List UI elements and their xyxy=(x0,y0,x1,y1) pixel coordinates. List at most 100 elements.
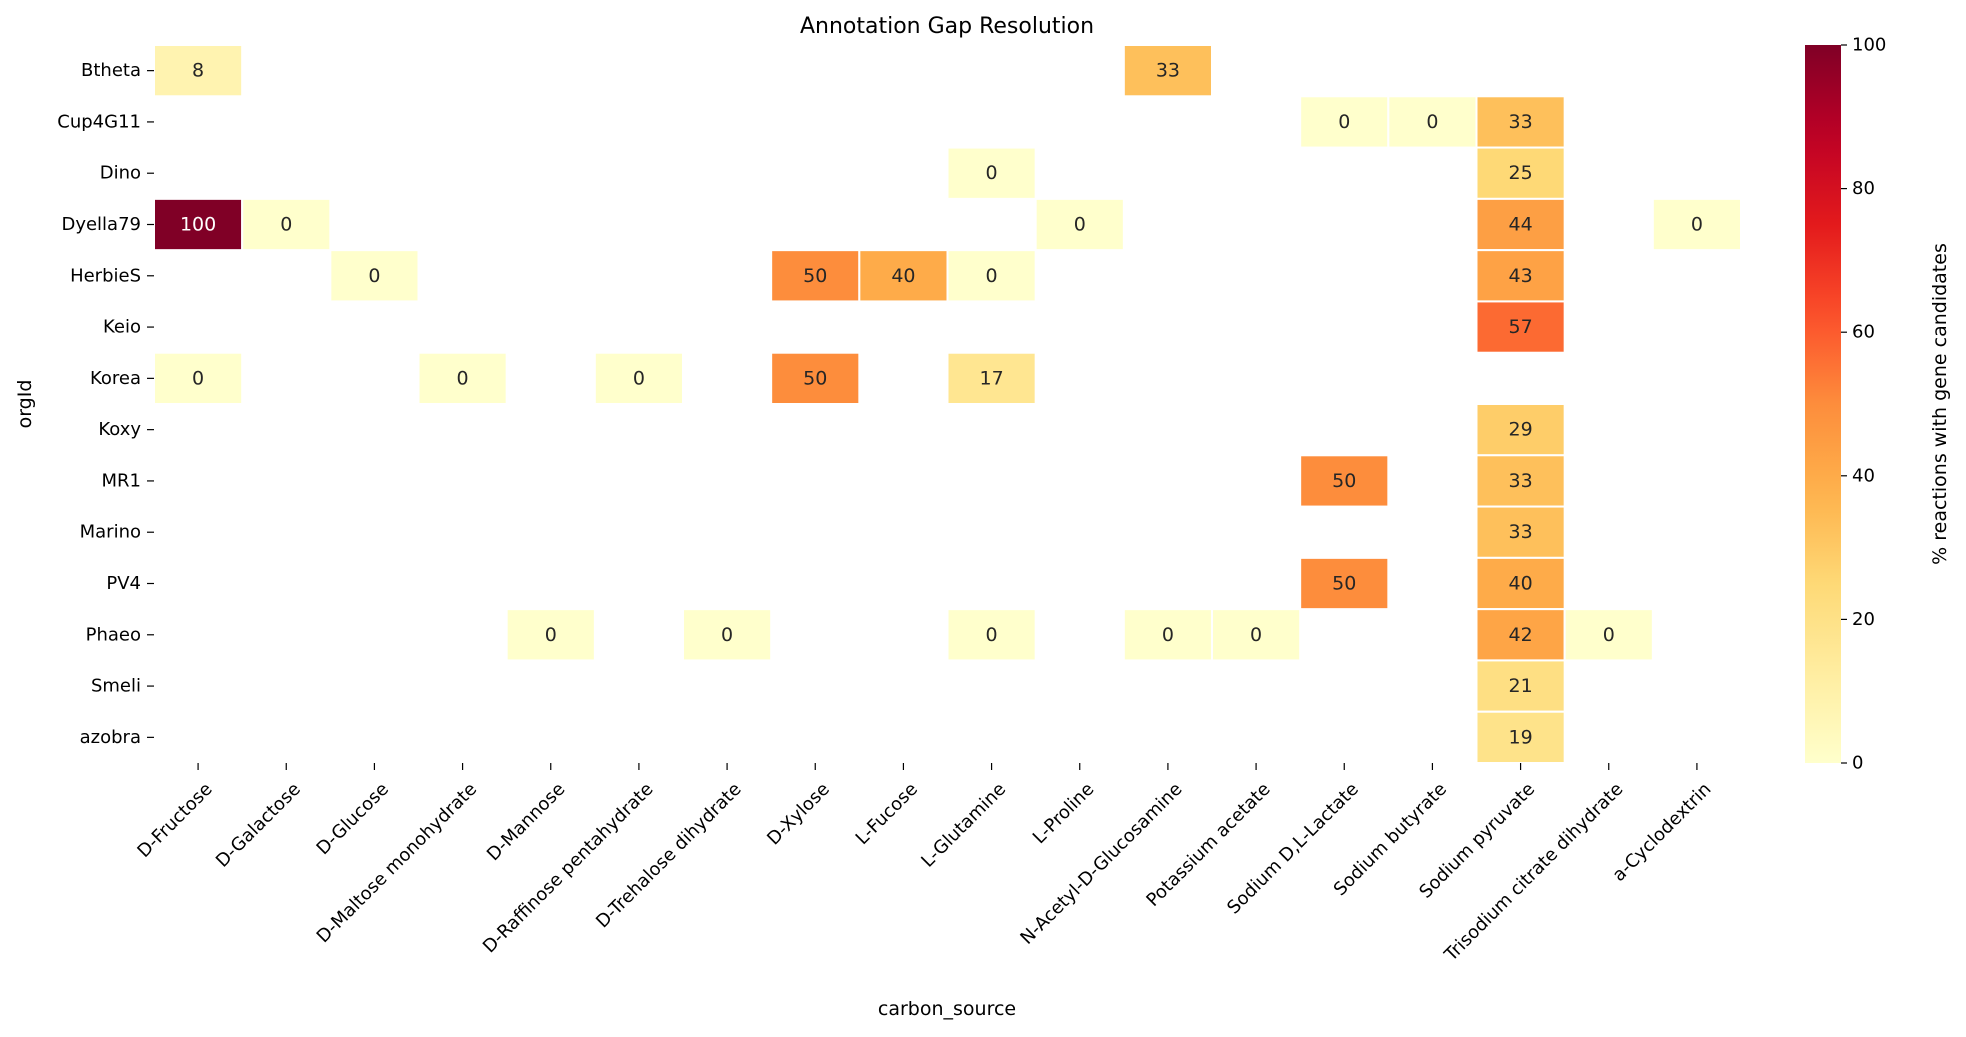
cell-value-label: 33 xyxy=(1508,521,1532,543)
cell-value-label: 19 xyxy=(1508,726,1532,748)
cell-value-label: 0 xyxy=(1338,111,1350,133)
cell-value-label: 40 xyxy=(891,265,915,287)
cell-value-label: 21 xyxy=(1508,675,1532,697)
cell-value-label: 0 xyxy=(986,624,998,646)
y-tick-label: Koxy xyxy=(98,419,141,440)
cell-value-label: 0 xyxy=(192,367,204,389)
y-tick-label: Marino xyxy=(80,522,141,543)
y-tick-label: Phaeo xyxy=(86,624,141,645)
colorbar-tick-label: 60 xyxy=(1852,322,1875,343)
cell-value-label: 43 xyxy=(1508,265,1532,287)
colorbar-tick-label: 80 xyxy=(1852,178,1875,199)
heatmap-cell xyxy=(505,608,596,662)
heatmap-cell xyxy=(1475,454,1566,508)
cell-value-label: 0 xyxy=(280,214,292,236)
heatmap-cell xyxy=(417,351,508,406)
x-tick-label: D-Raffinose pentahydrate xyxy=(479,779,658,958)
cell-value-label: 42 xyxy=(1508,624,1532,646)
cell-value-label: 33 xyxy=(1156,60,1180,82)
cell-value-label: 0 xyxy=(986,265,998,287)
cell-value-label: 0 xyxy=(633,367,645,389)
cell-value-label: 44 xyxy=(1508,214,1532,236)
chart-title: Annotation Gap Resolution xyxy=(800,14,1094,39)
heatmap-cell xyxy=(946,351,1037,406)
heatmap-cell xyxy=(1563,608,1654,662)
x-tick-label: D-Mannose xyxy=(483,779,569,865)
x-tick-label: L-Fucose xyxy=(852,779,922,849)
x-tick-label: Trisodium citrate dihydrate xyxy=(1440,779,1627,966)
cell-value-label: 0 xyxy=(721,624,733,646)
cell-value-label: 29 xyxy=(1508,419,1532,441)
heatmap-cell xyxy=(329,249,420,303)
x-tick-label: L-Glutamine xyxy=(917,779,1010,872)
heatmap-cell xyxy=(1475,505,1566,559)
cell-value-label: 0 xyxy=(1691,214,1703,236)
heatmap-cell xyxy=(1475,659,1566,713)
heatmap-cell xyxy=(1475,197,1566,252)
cell-value-label: 0 xyxy=(368,265,380,287)
cell-value-label: 57 xyxy=(1508,316,1532,338)
colorbar-tick-label: 100 xyxy=(1852,35,1886,56)
cell-value-label: 0 xyxy=(545,624,557,646)
cell-value-label: 50 xyxy=(1332,470,1356,492)
y-tick-label: Cup4G11 xyxy=(57,111,141,132)
colorbar-tick-label: 40 xyxy=(1852,465,1875,486)
y-axis-ticks: Btheta Cup4G11 Dino Dyella79 HerbieS Keio Kore… xyxy=(57,60,154,748)
heatmap-cell xyxy=(770,351,861,406)
y-tick-label: Dino xyxy=(100,163,141,184)
cell-value-label: 8 xyxy=(192,60,204,82)
colorbar-tick-label: 0 xyxy=(1852,753,1863,774)
heatmap-cell xyxy=(1299,95,1390,149)
cell-value-label: 50 xyxy=(803,265,827,287)
cell-value-label: 0 xyxy=(1250,624,1262,646)
cell-value-label: 0 xyxy=(1074,214,1086,236)
y-tick-label: PV4 xyxy=(106,573,141,594)
colorbar-tick-label: 20 xyxy=(1852,609,1875,630)
colorbar-ticks: 0 20 40 60 80 100 xyxy=(1841,35,1886,774)
heatmap-cell xyxy=(1475,556,1566,611)
x-tick-label: D-Xylose xyxy=(763,779,834,850)
x-tick-label: D-Maltose monohydrate xyxy=(313,779,481,947)
cell-value-label: 50 xyxy=(1332,573,1356,595)
cell-value-label: 0 xyxy=(1426,111,1438,133)
colorbar-label: % reactions with gene candidates xyxy=(1929,243,1951,565)
colorbar xyxy=(1805,45,1841,763)
y-tick-label: Keio xyxy=(103,317,141,338)
heatmap-cell xyxy=(153,351,244,406)
cell-value-label: 50 xyxy=(803,367,827,389)
cell-value-label: 0 xyxy=(986,162,998,184)
y-tick-label: Dyella79 xyxy=(61,214,141,235)
heatmap-cell xyxy=(1299,556,1390,611)
x-tick-label: D-Fructose xyxy=(133,779,216,862)
y-tick-label: Korea xyxy=(90,368,141,389)
y-tick-label: azobra xyxy=(80,727,141,748)
y-tick-label: Btheta xyxy=(81,60,141,81)
cell-value-label: 33 xyxy=(1508,111,1532,133)
heatmap-cell xyxy=(770,249,861,303)
x-tick-label: D-Glucose xyxy=(313,779,393,859)
heatmap-cell xyxy=(1122,44,1214,98)
cell-value-label: 25 xyxy=(1508,162,1532,184)
heatmap-cells: 8 33 0 0 33 0 25 100 0 0 44 0 0 50 40 0 43 57 0 0 0 50 17 29 50 3… xyxy=(153,44,1743,765)
y-tick-label: MR1 xyxy=(102,470,142,491)
cell-value-label: 40 xyxy=(1508,573,1532,595)
x-tick-label: L-Proline xyxy=(1029,779,1098,848)
cell-value-label: 17 xyxy=(979,367,1003,389)
heatmap-cell xyxy=(946,608,1037,662)
heatmap-cell xyxy=(1651,197,1743,252)
x-tick-label: D-Galactose xyxy=(212,779,305,872)
y-tick-label: HerbieS xyxy=(70,265,141,286)
heatmap-cell xyxy=(946,249,1037,303)
x-axis-label: carbon_source xyxy=(878,998,1016,1020)
cell-value-label: 0 xyxy=(1162,624,1174,646)
cell-value-label: 33 xyxy=(1508,470,1532,492)
heatmap-cell xyxy=(1299,454,1390,508)
x-tick-label: D-Trehalose dihydrate xyxy=(592,779,746,933)
y-tick-label: Smeli xyxy=(91,676,141,697)
cell-value-label: 100 xyxy=(180,214,216,236)
heatmap-cell xyxy=(1475,249,1566,303)
cell-value-label: 0 xyxy=(1603,624,1615,646)
